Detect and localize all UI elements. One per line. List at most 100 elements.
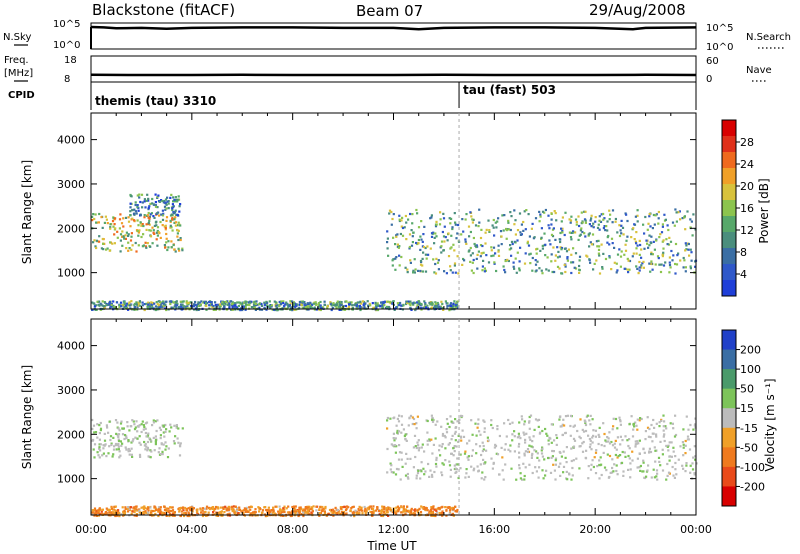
heatmap-cell [620,219,623,222]
heatmap-cell [595,240,598,243]
heatmap-cell [239,302,242,305]
heatmap-cell [552,246,555,249]
heatmap-cell [94,513,97,516]
heatmap-cell [174,224,177,227]
heatmap-cell [171,218,174,221]
heatmap-cell [516,251,519,254]
colorbar-tick-label: 16 [740,202,754,215]
heatmap-cell [248,304,251,307]
heatmap-cell [121,230,124,233]
heatmap-cell [139,221,142,224]
heatmap-cell [602,252,605,255]
heatmap-cell [533,428,536,431]
heatmap-cell [293,302,296,305]
nave-right-tick-bottom: 0 [706,74,712,85]
heatmap-cell [314,301,317,304]
heatmap-cell [537,425,540,428]
heatmap-cell [339,507,342,510]
heatmap-cell [152,436,155,439]
heatmap-cell [413,258,416,261]
heatmap-cell [424,506,427,509]
heatmap-cell [478,221,481,224]
heatmap-cell [636,428,639,431]
heatmap-cell [291,309,294,312]
heatmap-cell [151,226,154,229]
heatmap-cell [256,303,259,306]
heatmap-cell [163,512,166,515]
heatmap-cell [138,196,141,199]
heatmap-cell [244,508,247,511]
heatmap-cell [419,248,422,251]
heatmap-cell [401,304,404,307]
heatmap-cell [642,266,645,269]
heatmap-cell [484,242,487,245]
heatmap-cell [674,242,678,246]
heatmap-cell [624,435,627,438]
heatmap-cell [434,514,437,518]
heatmap-cell [99,449,102,452]
heatmap-cell [535,450,538,453]
heatmap-cell [613,463,616,466]
heatmap-cell [125,306,128,309]
heatmap-cell [130,195,133,198]
heatmap-cell [471,261,474,264]
heatmap-cell [400,431,403,434]
heatmap-cell [608,454,612,458]
heatmap-cell [459,467,462,470]
heatmap-cell [550,253,553,256]
heatmap-cell [446,307,449,310]
heatmap-cell [402,505,405,508]
heatmap-cell [430,216,433,219]
heatmap-cell [142,512,145,515]
heatmap-cell [163,244,166,247]
heatmap-cell [401,216,404,219]
heatmap-cell [459,453,462,456]
heatmap-cell [323,300,326,303]
heatmap-cell [121,427,124,430]
heatmap-cell [438,223,442,226]
heatmap-cell [399,304,403,307]
heatmap-cell [125,302,128,305]
heatmap-cell [442,212,445,215]
heatmap-cell [551,235,555,238]
heatmap-cell [169,506,172,509]
heatmap-cell [137,303,140,306]
heatmap-cell [481,269,484,272]
heatmap-cell [568,473,571,476]
heatmap-cell [146,508,149,511]
heatmap-cell [189,307,192,310]
heatmap-cell [144,443,147,446]
heatmap-cell [317,303,320,306]
heatmap-cell [429,510,433,513]
heatmap-cell [390,210,393,214]
heatmap-cell [143,505,146,508]
heatmap-cell [307,506,310,509]
heatmap-cell [181,303,184,306]
heatmap-cell [100,216,103,219]
heatmap-cell [445,272,448,275]
heatmap-cell [633,223,636,226]
heatmap-cell [594,472,598,475]
heatmap-cell [138,300,141,303]
heatmap-cell [460,439,463,442]
heatmap-cell [484,476,487,479]
heatmap-cell [118,512,121,515]
heatmap-cell [205,308,208,311]
heatmap-cell [546,256,549,259]
heatmap-cell [448,217,451,220]
heatmap-cell [622,233,625,236]
heatmap-cell [436,420,439,423]
heatmap-cell [397,458,401,461]
heatmap-cell [448,425,451,429]
heatmap-cell [124,446,127,449]
heatmap-cell [386,241,389,244]
heatmap-cell [584,429,588,433]
heatmap-cell [208,304,211,307]
heatmap-cell [97,510,101,513]
heatmap-cell [421,270,425,273]
heatmap-cell [163,508,167,511]
heatmap-cell [161,453,164,456]
velocity-colorbar-label: Velocity [m s⁻¹] [763,378,777,471]
heatmap-cell [528,427,531,430]
heatmap-cell [413,434,417,437]
